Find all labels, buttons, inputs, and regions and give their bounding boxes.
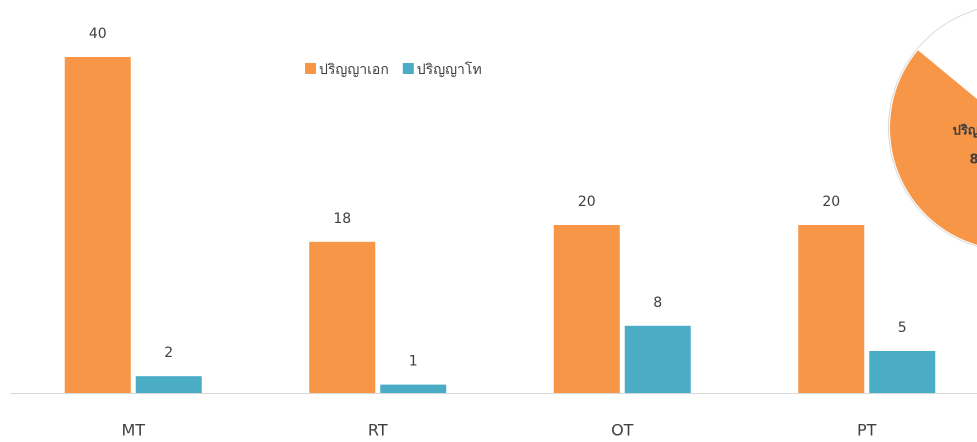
data-label: 1 xyxy=(409,354,418,370)
data-label: 8 xyxy=(653,295,662,311)
x-tick-label: RT xyxy=(368,421,388,440)
x-tick-label: MT xyxy=(121,421,145,440)
bar xyxy=(135,376,202,393)
data-label: 2 xyxy=(164,345,173,361)
pie-label: ปริญญาเอก xyxy=(953,124,977,139)
legend-label: ปริญญาโท xyxy=(417,61,482,78)
pie-value-label: 86% xyxy=(969,153,977,168)
data-label: 20 xyxy=(822,194,840,210)
pie-slice xyxy=(890,50,977,245)
bar xyxy=(309,241,376,393)
bar xyxy=(624,325,691,393)
data-label: 18 xyxy=(333,211,351,227)
bar xyxy=(869,351,936,393)
bar xyxy=(64,57,131,393)
bar xyxy=(553,225,620,393)
data-label: 40 xyxy=(89,26,107,42)
x-tick-label: OT xyxy=(611,421,634,440)
bar xyxy=(798,225,865,393)
legend-swatch xyxy=(402,63,414,74)
legend-swatch xyxy=(305,63,316,74)
legend-label: ปริญญาเอก xyxy=(319,62,389,78)
bar xyxy=(380,384,447,393)
data-label: 20 xyxy=(578,194,596,210)
data-label: 5 xyxy=(898,320,907,336)
x-tick-label: PT xyxy=(857,421,877,440)
